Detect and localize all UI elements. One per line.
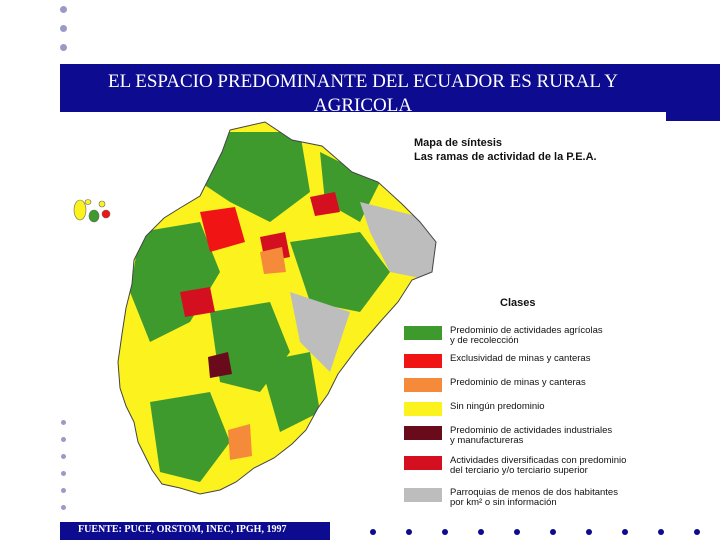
decor-dot [61,437,66,442]
legend-label: Sin ningún predominio [450,401,545,412]
legend-item: Actividades diversificadas con predomini… [404,456,664,476]
bullet-dot [60,44,67,51]
decor-dot [442,529,448,535]
legend-label: Predominio de actividades agrícolas y de… [450,325,603,346]
decor-dot [61,454,66,459]
legend-label: Exclusividad de minas y canteras [450,353,591,364]
decor-dot [61,505,66,510]
region-gray [290,292,350,372]
legend-swatch [404,378,442,392]
decor-dot [514,529,520,535]
legend-label: Parroquias de menos de dos habitantes po… [450,487,618,508]
galapagos-islands [73,199,111,223]
legend-swatch [404,402,442,416]
region-green [130,222,220,342]
legend-item: Exclusividad de minas y canteras [404,354,664,368]
decor-dot [622,529,628,535]
decor-dot [61,488,66,493]
legend-label: Predominio de actividades industriales y… [450,425,613,446]
legend-swatch [404,456,442,470]
source-caption: FUENTE: PUCE, ORSTOM, INEC, IPGH, 1997 [78,524,287,535]
decor-dot [550,529,556,535]
region-green [290,232,390,312]
legend-item: Predominio de minas y canteras [404,378,664,392]
legend-item: Parroquias de menos de dos habitantes po… [404,488,664,508]
island [88,209,100,223]
title-bar [60,64,720,121]
decor-dot [586,529,592,535]
legend-label: Actividades diversificadas con predomini… [450,455,627,476]
map-heading-line1: Mapa de síntesis [414,137,503,149]
legend-title: Clases [500,297,536,309]
island [73,199,87,221]
island [101,209,111,219]
ecuador-map [73,121,437,495]
map-heading-line2: Las ramas de actividad de la P.E.A. [414,151,597,163]
decor-dot [694,529,700,535]
legend-label: Predominio de minas y canteras [450,377,586,388]
region-green [150,392,230,482]
legend-item: Sin ningún predominio [404,402,664,416]
region-green [200,132,310,222]
bullet-dot [60,6,67,13]
map-heading: Mapa de síntesis Las ramas de actividad … [414,136,597,164]
region-orange [228,424,252,460]
bullet-dot [60,25,67,32]
slide-bullets [60,6,67,63]
legend-swatch [404,326,442,340]
legend-swatch [404,426,442,440]
source-bar [60,522,330,540]
slide-title: EL ESPACIO PREDOMINANTE DEL ECUADOR ES R… [107,71,619,116]
region-red [200,207,245,252]
country-outline [117,121,437,495]
decor-dot [61,471,66,476]
legend-swatch [404,354,442,368]
region-industrial [208,352,232,378]
legend-item: Predominio de actividades industriales y… [404,426,664,446]
decor-dot [406,529,412,535]
legend-item: Predominio de actividades agrícolas y de… [404,326,664,346]
island [84,199,92,205]
decor-dot [370,529,376,535]
island [98,200,106,208]
decor-dot [658,529,664,535]
region-orange [260,247,286,274]
decor-dot [478,529,484,535]
region-green [260,352,320,432]
region-red [310,192,340,216]
decor-dot [61,420,66,425]
region-red [180,287,215,317]
legend-swatch [404,488,442,502]
